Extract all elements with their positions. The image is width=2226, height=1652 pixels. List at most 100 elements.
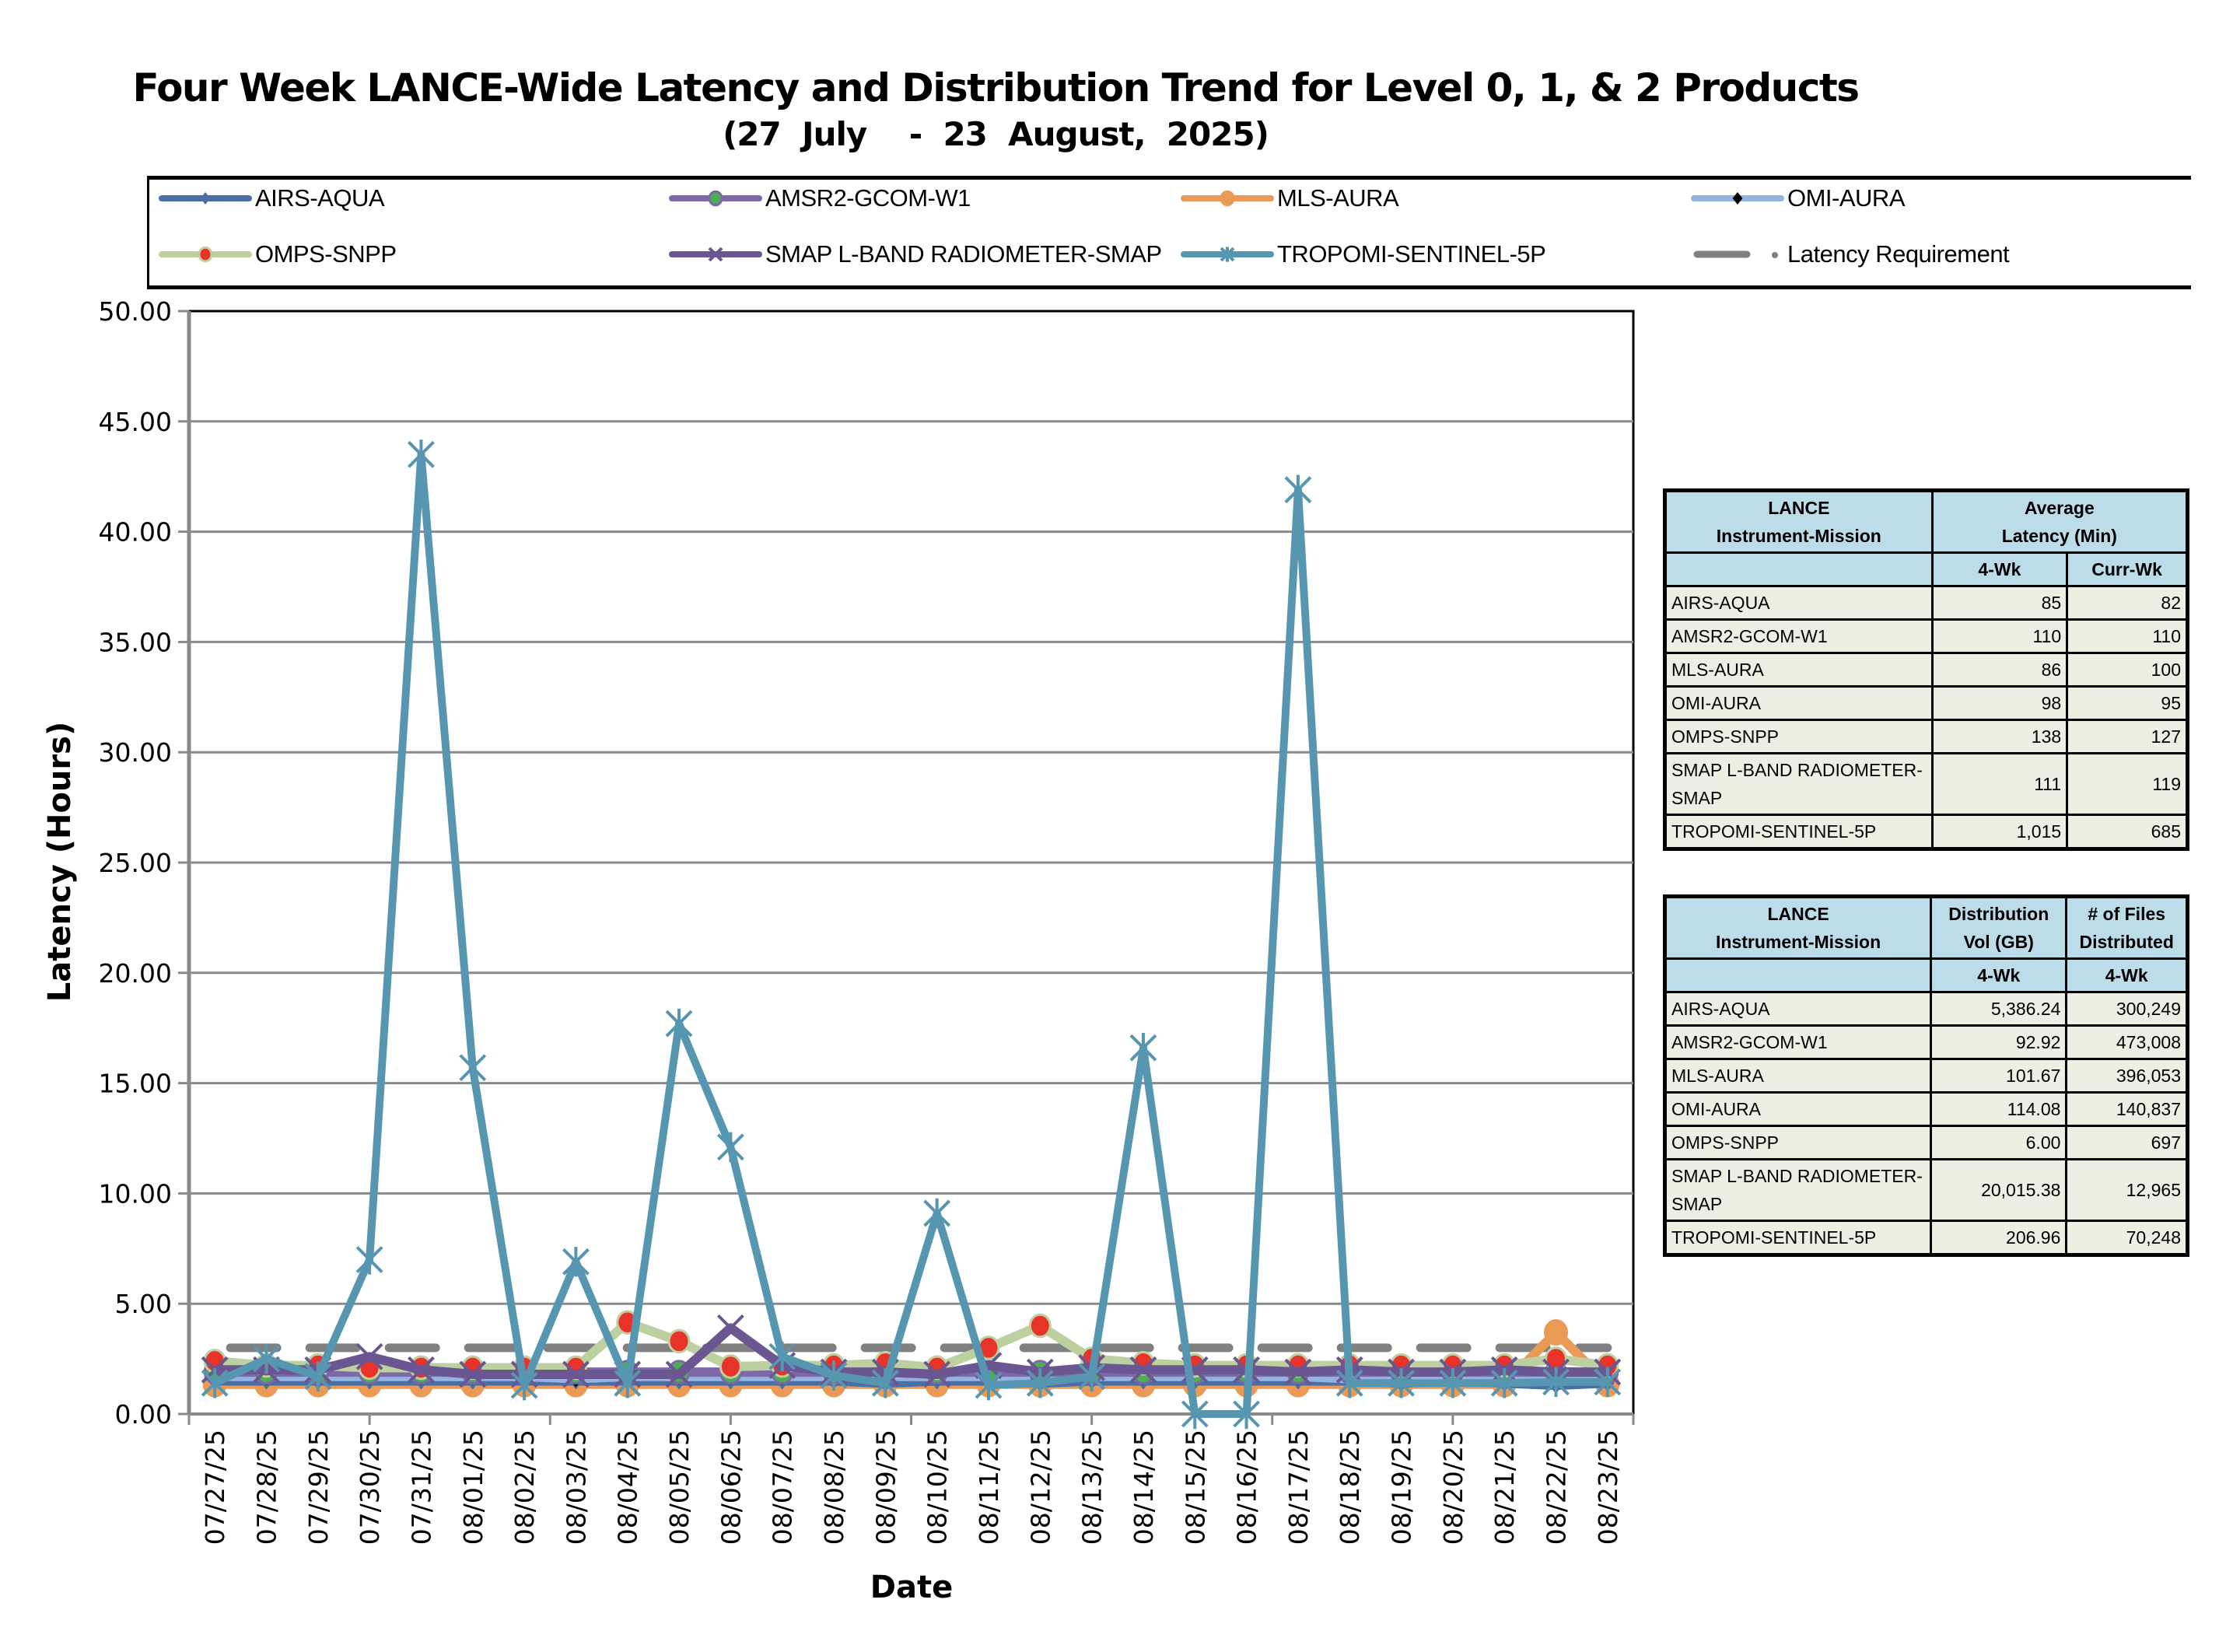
mission-name: TROPOMI-SENTINEL-5P [1663, 1220, 1933, 1256]
distribution-table-row: TROPOMI-SENTINEL-5P 206.96 70,248 [1663, 1220, 2189, 1256]
latency-4wk: 98 [1930, 685, 2069, 721]
data-point [1490, 1368, 1518, 1398]
y-tick-label: 25.00 [99, 848, 172, 878]
legend-swatch-icon [1181, 190, 1274, 207]
latency-subheader-currwk: Curr-Wk [2066, 551, 2189, 587]
x-axis-title: Date [870, 1570, 953, 1605]
y-tick-label: 35.00 [99, 627, 172, 657]
data-point [667, 1328, 691, 1354]
x-tick-label: 08/01/25 [458, 1430, 488, 1545]
data-point [459, 1052, 487, 1083]
chart-subtitle: (27 July - 23 August, 2025) [723, 115, 1269, 153]
latency-4wk: 86 [1930, 652, 2069, 688]
legend-label: MLS-AURA [1277, 184, 1399, 212]
legend-swatch-icon [1691, 192, 1784, 205]
x-tick-label: 08/17/25 [1283, 1430, 1314, 1545]
data-point [871, 1368, 899, 1398]
data-point [408, 1356, 435, 1384]
x-tick-label: 07/31/25 [406, 1430, 436, 1545]
data-point [459, 1360, 487, 1388]
latency-curr-wk: 119 [2066, 752, 2189, 816]
distribution-table-row: AIRS-AQUA 5,386.24 300,249 [1663, 991, 2189, 1027]
legend-label: OMPS-SNPP [255, 240, 397, 268]
legend-swatch-icon [159, 192, 252, 205]
mission-name: MLS-AURA [1664, 652, 1934, 688]
files-distributed: 396,053 [2065, 1058, 2189, 1094]
latency-4wk: 111 [1930, 752, 2069, 816]
distribution-table: LANCE Instrument-Mission Distribution Vol … [1663, 894, 2189, 1257]
x-tick-label: 08/06/25 [716, 1430, 746, 1545]
legend-swatch-icon [1181, 247, 1274, 262]
latency-curr-wk: 110 [2066, 618, 2189, 654]
data-point [1078, 1361, 1106, 1391]
data-point [1233, 1398, 1261, 1430]
dist-header-volume: Distribution Vol (GB) [1930, 895, 2068, 960]
data-point [719, 1354, 742, 1379]
legend-label: AMSR2-GCOM-W1 [765, 184, 971, 212]
latency-header-mission: LANCE Instrument-Mission [1664, 489, 1934, 554]
data-point [923, 1198, 951, 1229]
latency-curr-wk: 685 [2066, 814, 2189, 850]
data-point [562, 1247, 590, 1277]
latency-curr-wk: 95 [2066, 685, 2189, 721]
distribution-table-row: AMSR2-GCOM-W1 92.92 473,008 [1663, 1024, 2189, 1060]
x-tick-label: 07/29/25 [303, 1430, 334, 1545]
distribution-volume: 20,015.38 [1930, 1158, 2068, 1222]
mission-name: AMSR2-GCOM-W1 [1664, 618, 1934, 654]
x-tick-label: 08/08/25 [819, 1430, 849, 1545]
legend-swatch-icon [1693, 250, 1778, 258]
mission-name: TROPOMI-SENTINEL-5P [1664, 814, 1934, 850]
gridlines [187, 310, 1635, 1416]
x-tick-label: 08/15/25 [1180, 1430, 1210, 1545]
data-point [614, 1368, 642, 1398]
x-tick-label: 08/23/25 [1593, 1430, 1623, 1545]
x-tick-label: 08/04/25 [613, 1430, 643, 1545]
y-tick-label: 40.00 [99, 517, 172, 548]
legend-item: AIRS-AQUA [159, 183, 385, 214]
files-distributed: 473,008 [2065, 1024, 2189, 1060]
data-point [1026, 1368, 1054, 1398]
latency-table-row: AIRS-AQUA 85 82 [1664, 585, 2189, 621]
x-tick-label: 08/11/25 [974, 1430, 1004, 1545]
data-point [665, 1360, 693, 1388]
latency-header-average: Average Latency (Min) [1930, 489, 2189, 554]
legend-item: OMI-AURA [1691, 183, 1906, 214]
x-tick-label: 08/05/25 [664, 1430, 695, 1545]
latency-4wk: 1,015 [1930, 814, 2069, 850]
mission-name: OMI-AURA [1664, 685, 1934, 721]
x-tick-label: 08/22/25 [1542, 1430, 1572, 1545]
data-point [510, 1370, 538, 1401]
files-distributed: 12,965 [2065, 1158, 2189, 1222]
x-tick-label: 08/09/25 [870, 1430, 901, 1545]
latency-table: LANCE Instrument-Mission Average Latency (… [1663, 488, 2189, 851]
x-tick-label: 08/07/25 [768, 1430, 798, 1545]
x-axis-ticks: 07/27/25 07/28/25 07/29/25 07/30/25 07/31/25… [187, 1414, 1635, 1545]
y-tick-label: 10.00 [99, 1178, 172, 1209]
x-tick-label: 08/19/25 [1387, 1430, 1417, 1545]
series-line [213, 450, 1608, 1418]
legend-swatch-icon [669, 190, 762, 207]
data-point [1129, 1356, 1157, 1384]
mission-name: SMAP L-BAND RADIOMETER-SMAP [1663, 1158, 1933, 1222]
data-point [716, 1314, 744, 1342]
latency-table-row: OMPS-SNPP 138 127 [1664, 719, 2189, 754]
data-point [716, 1132, 744, 1163]
latency-subheader-4wk: 4-Wk [1930, 551, 2069, 587]
dist-header-files: # of Files Distributed [2065, 895, 2189, 960]
distribution-volume: 206.96 [1930, 1220, 2068, 1256]
distribution-volume: 6.00 [1930, 1125, 2068, 1160]
data-point [1439, 1368, 1467, 1398]
latency-4wk: 110 [1930, 618, 2069, 654]
data-point [1284, 1358, 1312, 1386]
dist-subheader-files-4wk: 4-Wk [2065, 957, 2189, 993]
x-tick-label: 08/12/25 [1025, 1430, 1055, 1545]
x-tick-label: 08/16/25 [1232, 1430, 1262, 1545]
mission-name: AIRS-AQUA [1663, 991, 1933, 1027]
distribution-table-row: OMI-AURA 114.08 140,837 [1663, 1091, 2189, 1127]
latency-curr-wk: 127 [2066, 719, 2189, 754]
distribution-table-row: OMPS-SNPP 6.00 697 [1663, 1125, 2189, 1160]
chart-title: Four Week LANCE-Wide Latency and Distrib… [132, 65, 1860, 110]
data-point [201, 1368, 229, 1398]
data-point [923, 1360, 951, 1388]
